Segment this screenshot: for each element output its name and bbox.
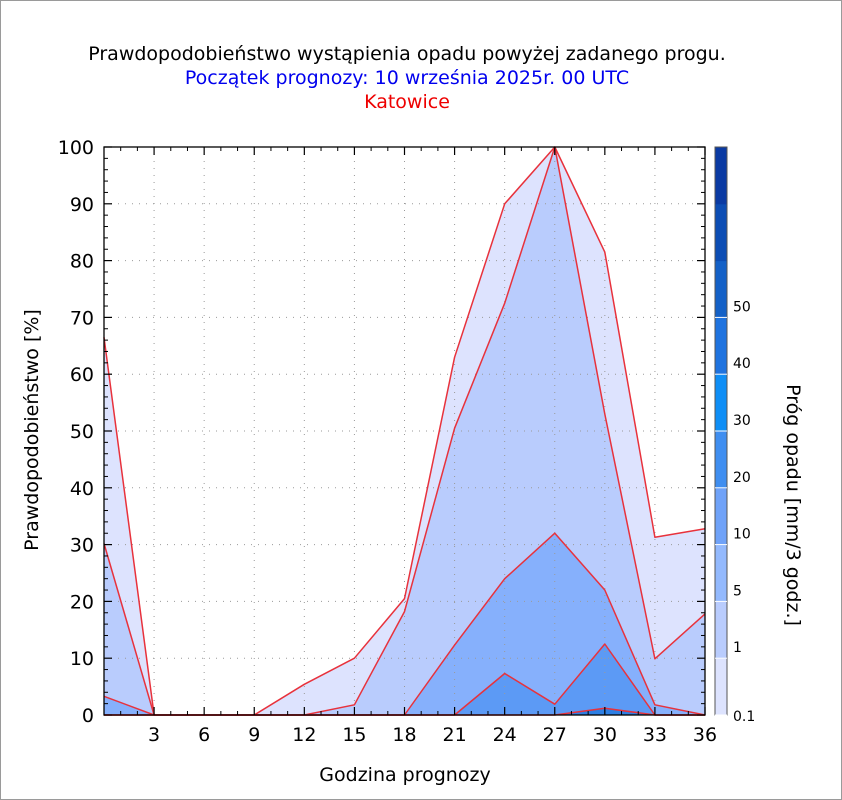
x-tick-label: 24 bbox=[493, 724, 517, 746]
x-tick-label: 27 bbox=[543, 724, 567, 746]
y-tick-label: 50 bbox=[70, 421, 94, 443]
colorbar-segment bbox=[715, 317, 727, 375]
colorbar-tick-label: 50 bbox=[733, 299, 751, 315]
colorbar-segment bbox=[715, 658, 727, 716]
x-tick-label: 30 bbox=[593, 724, 617, 746]
y-tick-label: 70 bbox=[70, 307, 94, 329]
y-tick-label: 90 bbox=[70, 194, 94, 216]
x-axis-label: Godzina prognozy bbox=[319, 764, 490, 786]
x-tick-label: 36 bbox=[693, 724, 717, 746]
colorbar-segment bbox=[715, 431, 727, 489]
x-tick-label: 3 bbox=[148, 724, 160, 746]
colorbar-tick-label: 5 bbox=[733, 583, 742, 599]
x-tick-label: 18 bbox=[392, 724, 416, 746]
colorbar-tick-label: 20 bbox=[733, 470, 751, 486]
colorbar-segment bbox=[715, 203, 727, 262]
colorbar-tick-label: 1 bbox=[733, 640, 742, 656]
x-tick-label: 15 bbox=[342, 724, 366, 746]
y-tick-label: 60 bbox=[70, 364, 94, 386]
colorbar-segment bbox=[715, 487, 727, 546]
area-layers bbox=[104, 147, 705, 715]
colorbar-tick-label: 10 bbox=[733, 527, 751, 543]
area-threshold-2 bbox=[104, 533, 705, 715]
colorbar-label: Próg opadu [mm/3 godz.] bbox=[782, 384, 804, 626]
x-tick-label: 21 bbox=[442, 724, 466, 746]
y-axis-label: Prawdopodobieństwo [%] bbox=[21, 309, 43, 551]
colorbar: 0.1 1 5 10 20 30 40 50 bbox=[714, 146, 755, 725]
y-tick-label: 0 bbox=[82, 705, 94, 727]
area-threshold-3 bbox=[104, 644, 705, 715]
x-tick-label: 33 bbox=[643, 724, 667, 746]
colorbar-tick-label: 0.1 bbox=[733, 709, 755, 725]
location-label: Katowice bbox=[364, 91, 450, 113]
y-tick-label: 80 bbox=[70, 251, 94, 273]
x-tick-label: 9 bbox=[248, 724, 260, 746]
colorbar-tick-label: 40 bbox=[733, 356, 751, 372]
y-tick-label: 30 bbox=[70, 535, 94, 557]
x-tick-label: 6 bbox=[198, 724, 210, 746]
colorbar-segment bbox=[715, 260, 727, 318]
y-tick-label: 100 bbox=[58, 137, 94, 159]
colorbar-segment bbox=[715, 601, 727, 659]
colorbar-tick-label: 30 bbox=[733, 413, 751, 429]
colorbar-segment bbox=[715, 147, 727, 205]
y-tick-label: 40 bbox=[70, 478, 94, 500]
colorbar-segment bbox=[715, 374, 727, 432]
x-tick-label: 12 bbox=[292, 724, 316, 746]
y-tick-label: 10 bbox=[70, 648, 94, 670]
colorbar-segment bbox=[715, 544, 727, 602]
y-tick-label: 20 bbox=[70, 591, 94, 613]
chart-title: Prawdopodobieństwo wystąpienia opadu pow… bbox=[88, 43, 726, 65]
forecast-start-subtitle: Początek prognozy: 10 września 2025r. 00… bbox=[184, 67, 630, 89]
